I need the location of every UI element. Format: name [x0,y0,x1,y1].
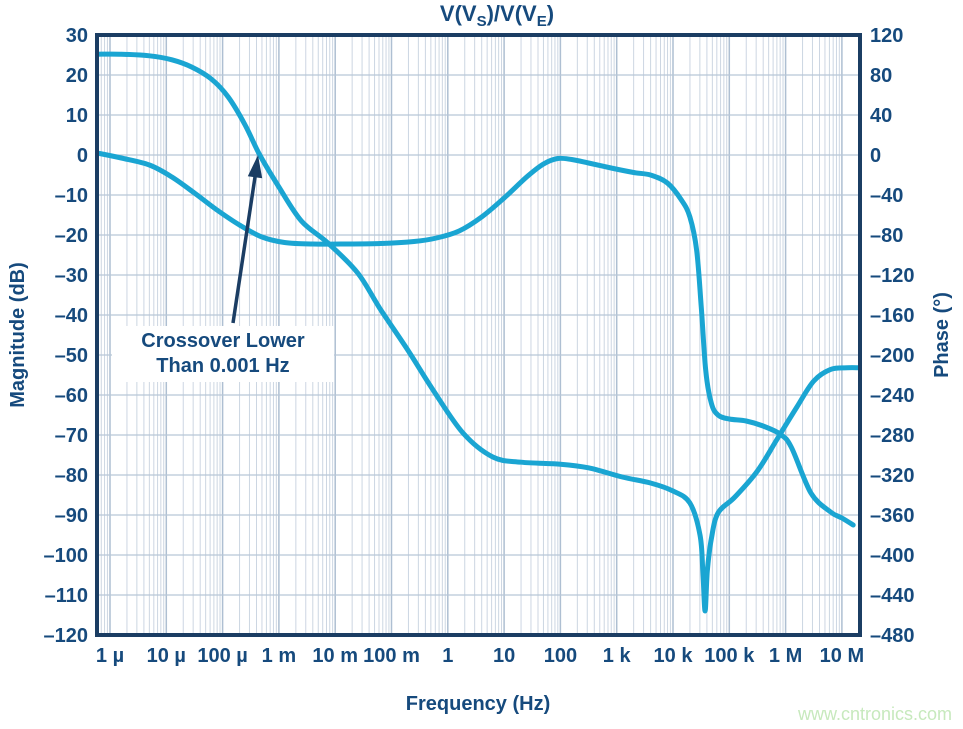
title-subscript-s: S [477,13,487,30]
watermark: www.cntronics.com [797,704,952,724]
y-right-tick-label: –400 [870,545,915,567]
y-right-tick-label: –440 [870,585,915,607]
y-right-tick-labels: 120 80 40 0 –40 –80 –120 –160 –200 –240 –280 –320 –3… [870,25,915,647]
x-tick-label: 10 [493,645,515,667]
annotation-arrow-line [231,176,257,324]
y-right-axis-title: Phase (°) [931,292,953,378]
y-right-tick-label: –160 [870,305,915,327]
y-left-tick-label: –120 [44,625,89,647]
x-tick-label: 10 M [820,645,864,667]
y-right-tick-label: –480 [870,625,915,647]
x-tick-label: 1 M [769,645,802,667]
plot-border [95,33,862,637]
y-left-tick-label: –100 [44,545,89,567]
y-left-tick-label: –50 [55,345,88,367]
x-tick-label: 1 [442,645,453,667]
x-tick-label: 1 µ [96,645,124,667]
y-left-tick-label: –110 [45,585,88,607]
annotation-callout: Crossover Lower Than 0.001 Hz [112,155,334,382]
y-right-tick-label: –320 [870,465,915,487]
curves-group [97,51,860,614]
y-right-tick-label: –120 [870,265,915,287]
x-axis-title: Frequency (Hz) [406,693,550,715]
y-left-tick-label: –80 [55,465,88,487]
phase-curve [97,150,856,528]
y-left-tick-label: 0 [77,145,88,167]
x-tick-labels: 1 µ 10 µ 100 µ 1 m 10 m 100 m 1 10 100 1 k 10 k 100… [96,645,864,667]
y-left-tick-label: –20 [55,225,88,247]
y-left-tick-label: –10 [55,185,88,207]
y-left-tick-labels: 30 20 10 0 –10 –20 –30 –40 –50 –60 –70 –80 –90 –100 –1… [44,25,89,647]
x-tick-label: 100 k [704,645,755,667]
title-part: ) [547,1,554,26]
x-tick-label: 1 k [603,645,632,667]
y-right-tick-label: –80 [870,225,903,247]
y-left-tick-label: 10 [66,105,88,127]
x-tick-label: 10 k [654,645,694,667]
title-subscript-e: E [537,13,547,30]
y-right-tick-label: –280 [870,425,915,447]
chart-title: V(VS)/V(VE) [440,1,554,30]
y-left-tick-label: 20 [66,65,88,87]
magnitude-curve [97,51,860,614]
y-right-tick-label: 120 [870,25,903,47]
annotation-line2: Than 0.001 Hz [156,355,289,377]
y-right-tick-label: 80 [870,65,892,87]
annotation-background [112,326,334,382]
y-right-tick-label: –360 [870,505,915,527]
x-tick-label: 1 m [262,645,296,667]
annotation-arrow-head [247,155,263,179]
title-part: )/V(V [487,1,537,26]
y-left-tick-label: –60 [55,385,88,407]
title-part: V(V [440,1,477,26]
x-tick-label: 10 µ [147,645,186,667]
y-left-tick-label: –30 [55,265,88,287]
x-tick-label: 100 µ [197,645,247,667]
y-left-tick-label: –90 [55,505,88,527]
annotation-line1: Crossover Lower [141,330,305,352]
y-right-tick-label: 40 [870,105,892,127]
y-left-tick-label: 30 [66,25,88,47]
x-tick-label: 10 m [312,645,358,667]
y-right-tick-label: –240 [870,385,915,407]
y-left-tick-label: –70 [55,425,88,447]
y-left-tick-label: –40 [55,305,88,327]
y-left-axis-title: Magnitude (dB) [7,262,29,408]
x-tick-label: 100 [544,645,577,667]
x-tick-label: 100 m [363,645,420,667]
y-right-tick-label: –40 [870,185,903,207]
y-right-tick-label: –200 [870,345,915,367]
y-right-tick-label: 0 [870,145,881,167]
